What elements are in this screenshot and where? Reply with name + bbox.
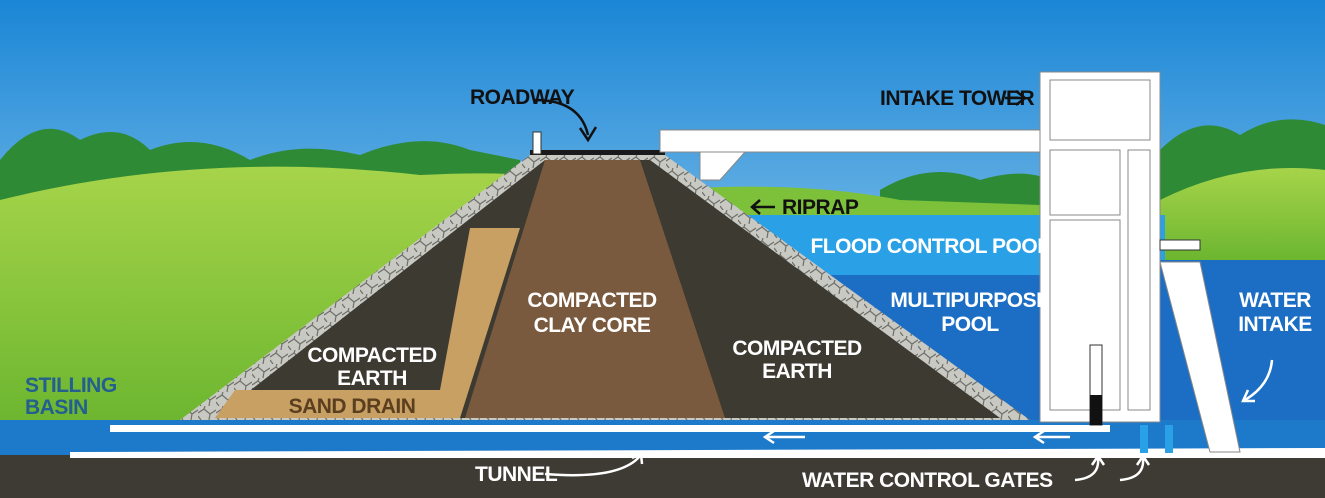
label: TUNNEL (475, 463, 558, 486)
label-line: SAND DRAIN (289, 395, 416, 418)
label-line: COMPACTED (732, 337, 862, 360)
label-line: MULTIPURPOSE (890, 289, 1050, 312)
dam-diagram: ROADWAY INTAKE TOWER RIPRAP FLOOD CONTROL P… (0, 0, 1325, 498)
label-line: EARTH (762, 360, 832, 383)
label-line: WATER (1239, 289, 1311, 312)
label-line: STILLING (25, 374, 117, 397)
label-line: CLAY CORE (534, 314, 651, 337)
label-line: COMPACTED (307, 344, 437, 367)
label: SAND DRAIN (289, 395, 416, 418)
label: WATER CONTROL GATES (802, 469, 1053, 492)
label-line: POOL (941, 313, 999, 336)
label-line: INTAKE TOWER (880, 87, 1035, 110)
label: INTAKE TOWER (880, 87, 1035, 110)
label-line: COMPACTED (527, 289, 657, 312)
label-line: EARTH (337, 367, 407, 390)
label: FLOOD CONTROL POOL (810, 235, 1050, 258)
label-line: RIPRAP (782, 196, 859, 219)
label: ROADWAY (470, 86, 575, 109)
label-line: ROADWAY (470, 86, 575, 109)
label-line: WATER CONTROL GATES (802, 469, 1053, 492)
label-line: BASIN (25, 396, 88, 419)
scenery (0, 0, 1325, 498)
label-line: TUNNEL (475, 463, 558, 486)
label-line: INTAKE (1238, 313, 1312, 336)
label-line: FLOOD CONTROL POOL (810, 235, 1050, 258)
label: RIPRAP (782, 196, 859, 219)
